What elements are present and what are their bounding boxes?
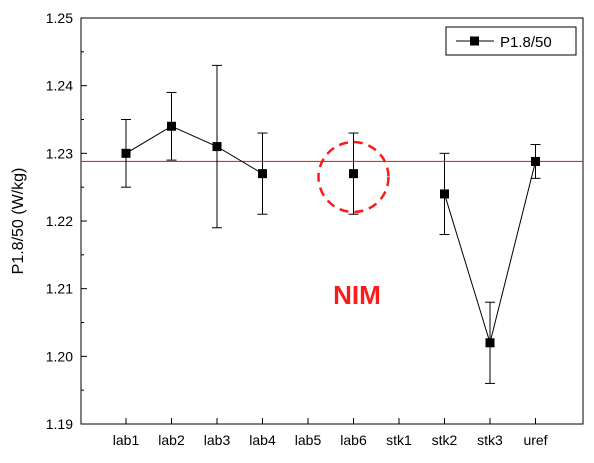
x-tick-label: lab5 xyxy=(295,432,322,448)
series-line xyxy=(125,125,263,175)
x-tick-label: stk2 xyxy=(432,432,458,448)
y-tick-label: 1.24 xyxy=(46,78,73,94)
data-point-stk2 xyxy=(440,189,449,199)
data-point-lab4 xyxy=(258,169,267,179)
data-point-lab1 xyxy=(121,148,131,158)
y-axis: 1.19 1.20 1.21 1.22 1.23 1.24 1.25 xyxy=(46,10,87,432)
x-tick-label: lab3 xyxy=(204,432,231,448)
x-tick-label: uref xyxy=(523,432,547,448)
x-tick-label: lab4 xyxy=(249,432,276,448)
legend-label: P1.8/50 xyxy=(500,34,552,51)
y-tick-label: 1.22 xyxy=(46,213,73,229)
plot-area-frame xyxy=(80,17,584,425)
x-tick-label: stk1 xyxy=(386,432,412,448)
data-point-uref xyxy=(531,156,540,166)
legend: P1.8/50 xyxy=(445,26,577,56)
data-point-lab6 xyxy=(349,169,358,179)
y-axis-label: P1.8/50 (W/kg) xyxy=(10,168,27,275)
data-point-lab3 xyxy=(212,142,222,152)
x-tick-label: stk3 xyxy=(477,432,503,448)
series-lines xyxy=(125,125,536,345)
y-tick-label: 1.23 xyxy=(46,145,73,161)
legend-marker xyxy=(470,36,479,46)
data-point-stk3 xyxy=(485,338,495,348)
x-tick-label: lab2 xyxy=(158,432,185,448)
x-axis: lab1 lab2 lab3 lab4 lab5 lab6 stk1 stk2 stk3 uref xyxy=(113,418,548,448)
x-tick-label: lab6 xyxy=(340,432,367,448)
data-points xyxy=(121,121,540,348)
y-tick-label: 1.19 xyxy=(46,416,73,432)
highlight-circle xyxy=(317,140,390,214)
error-bars xyxy=(121,64,541,384)
x-tick-label: lab1 xyxy=(113,432,140,448)
y-tick-label: 1.20 xyxy=(46,348,73,364)
nim-annotation: NIM xyxy=(333,280,381,310)
y-tick-label: 1.21 xyxy=(46,281,73,297)
y-tick-label: 1.25 xyxy=(46,10,73,26)
data-point-lab2 xyxy=(167,121,176,131)
